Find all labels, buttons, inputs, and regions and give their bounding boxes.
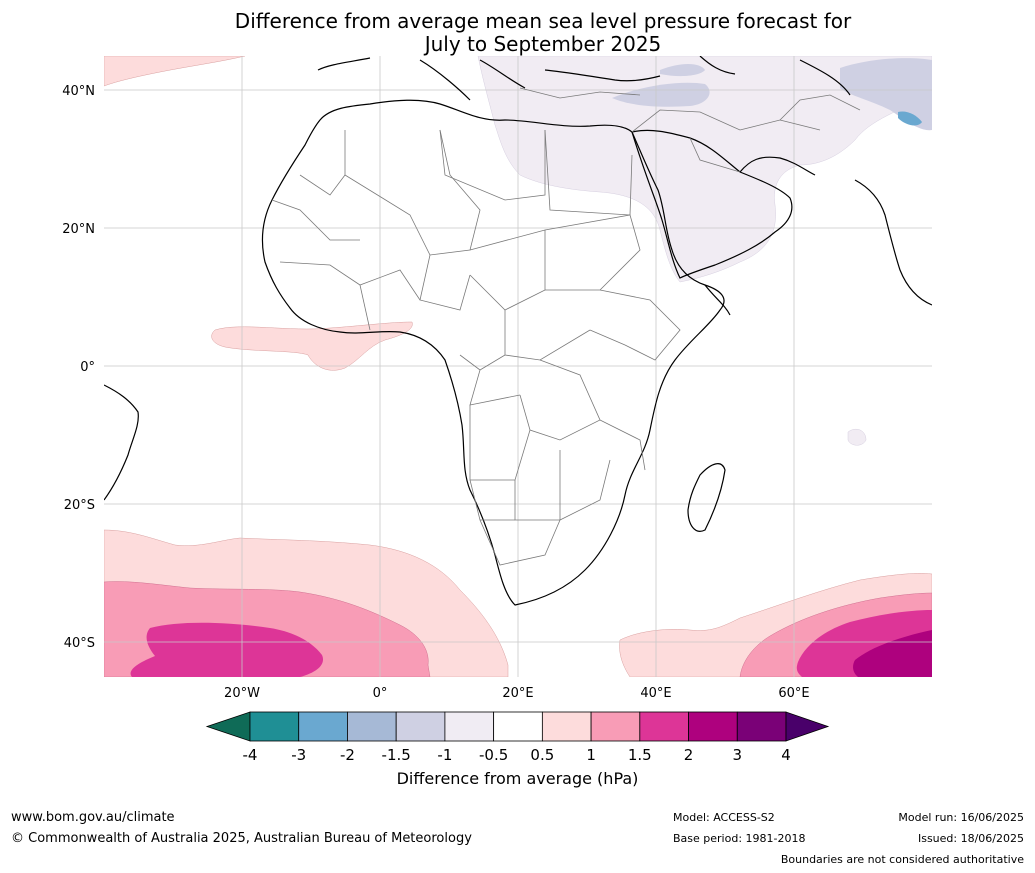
- colorbar-tick-label: -2: [340, 746, 355, 764]
- colorbar-bin: [395, 711, 446, 742]
- coast-india: [854, 179, 932, 306]
- lon-label-0: 0°: [373, 686, 388, 701]
- anomaly-patch-north-med: [660, 64, 705, 77]
- colorbar-extend-max: [785, 711, 830, 742]
- footer-model: Model: ACCESS-S2: [673, 811, 775, 824]
- map-title: Difference from average mean sea level p…: [100, 10, 986, 56]
- colorbar-tick-label: -1.5: [382, 746, 411, 764]
- anomaly-patch-himalaya: [898, 111, 922, 126]
- latitude-labels: 40°N 20°N 0° 20°S 40°S: [62, 84, 95, 651]
- lat-label-40s: 40°S: [64, 636, 95, 651]
- footer-base-period: Base period: 1981-2018: [673, 832, 806, 845]
- colorbar-bin: [590, 711, 641, 742]
- anomaly-patch-central-asia: [840, 58, 932, 131]
- colorbar-bin: [639, 711, 689, 742]
- colorbar-tick-label: 3: [732, 746, 742, 764]
- coast-europe: [317, 56, 851, 101]
- colorbar-tick-label: 4: [781, 746, 791, 764]
- colorbar-bin: [249, 711, 300, 742]
- coast-somalia: [704, 284, 731, 316]
- anomaly-band-south-atlantic-3: [130, 622, 324, 677]
- colorbar-tick-label: -0.5: [479, 746, 508, 764]
- anomaly-patch-north-atlantic: [104, 56, 246, 87]
- footer-copyright: © Commonwealth of Australia 2025, Austra…: [11, 831, 472, 846]
- lat-label-20n: 20°N: [62, 222, 95, 237]
- anomaly-patch-middle-east: [477, 56, 932, 283]
- coast-madagascar: [687, 463, 726, 532]
- anomaly-patch-caspian: [612, 82, 710, 107]
- colorbar-bin: [493, 711, 543, 742]
- coastlines: [104, 56, 932, 606]
- colorbar-tick-label: 2: [684, 746, 694, 764]
- colorbar-bin: [688, 711, 738, 742]
- graticule: [104, 56, 932, 677]
- footer-model-run: Model run: 16/06/2025: [898, 811, 1024, 824]
- lat-label-40n: 40°N: [62, 84, 95, 99]
- colorbar-bin: [298, 711, 348, 742]
- colorbar-bin: [444, 711, 495, 742]
- country-boundaries: [271, 87, 861, 566]
- title-line-1: Difference from average mean sea level p…: [234, 9, 852, 33]
- longitude-labels: 20°W 0° 20°E 40°E 60°E: [224, 686, 810, 701]
- colorbar-bin: [347, 711, 397, 742]
- lon-label-60e: 60°E: [778, 686, 809, 701]
- colorbar-label: Difference from average (hPa): [396, 769, 639, 788]
- colorbar-tick-label: -1: [437, 746, 452, 764]
- colorbar-tick-label: 0.5: [530, 746, 554, 764]
- footer-disclaimer: Boundaries are not considered authoritat…: [780, 853, 1024, 866]
- colorbar-extend-min: [205, 711, 251, 742]
- colorbar-tick-label: -4: [243, 746, 258, 764]
- colorbar-bin: [541, 711, 592, 742]
- coast-arabia: [631, 129, 793, 279]
- map-field: [104, 56, 932, 677]
- coast-south-america: [104, 384, 139, 501]
- title-line-2: July to September 2025: [424, 32, 662, 56]
- coast-africa: [261, 99, 725, 606]
- colorbar: -4 -3 -2 -1.5 -1 -0.5 0.5 1 1.5 2 3 4: [205, 711, 830, 764]
- coast-persian-gulf: [739, 156, 816, 176]
- colorbar-tick-label: 1.5: [628, 746, 652, 764]
- lat-label-20s: 20°S: [64, 498, 95, 513]
- colorbar-tick-label: -3: [291, 746, 306, 764]
- footer-url: www.bom.gov.au/climate: [11, 810, 175, 825]
- lon-label-20e: 20°E: [502, 686, 533, 701]
- lat-label-0: 0°: [80, 360, 95, 375]
- lon-label-40e: 40°E: [640, 686, 671, 701]
- anomaly-patch-gulf-of-guinea: [211, 321, 413, 371]
- anomaly-patch-indian-ocean-small: [847, 429, 867, 446]
- colorbar-tick-label: 1: [586, 746, 596, 764]
- footer-issued: Issued: 18/06/2025: [917, 832, 1024, 845]
- colorbar-bin: [736, 711, 787, 742]
- lon-label-20w: 20°W: [224, 686, 260, 701]
